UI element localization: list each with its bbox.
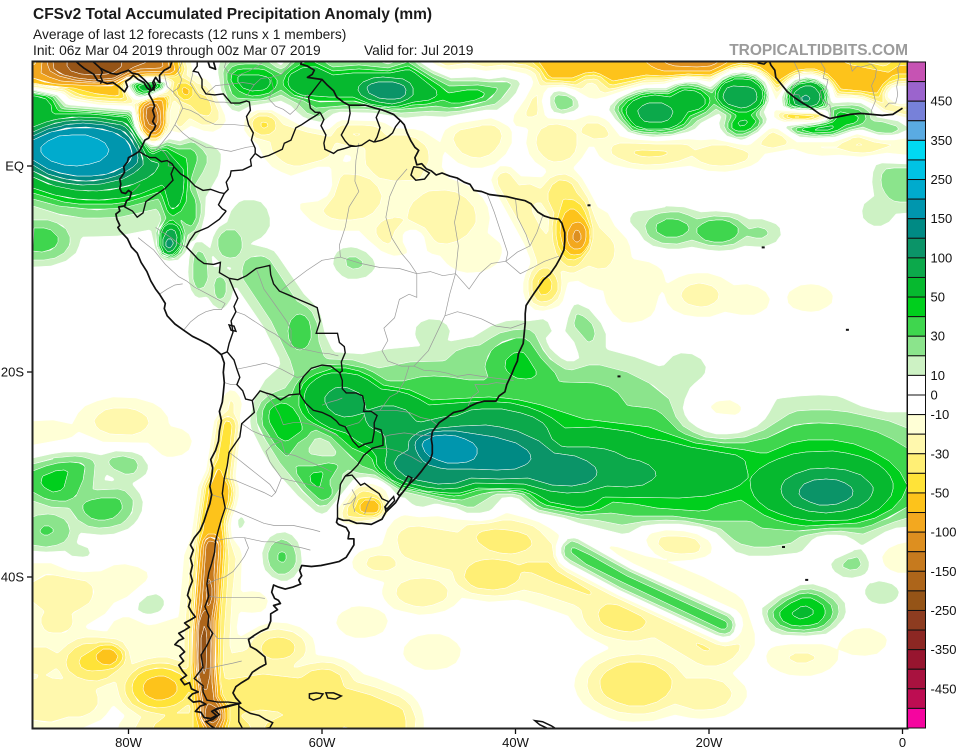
svg-text:30: 30 xyxy=(931,329,945,344)
svg-text:250: 250 xyxy=(931,172,953,187)
svg-text:450: 450 xyxy=(931,94,953,109)
svg-text:50: 50 xyxy=(931,290,945,305)
svg-text:60W: 60W xyxy=(309,735,336,750)
svg-text:-10: -10 xyxy=(931,407,950,422)
svg-text:-450: -450 xyxy=(931,681,957,696)
svg-text:-150: -150 xyxy=(931,564,957,579)
svg-text:-30: -30 xyxy=(931,446,950,461)
svg-text:100: 100 xyxy=(931,250,953,265)
svg-text:40W: 40W xyxy=(502,735,529,750)
svg-text:150: 150 xyxy=(931,211,953,226)
svg-text:80W: 80W xyxy=(115,735,142,750)
svg-text:-100: -100 xyxy=(931,525,957,540)
svg-text:-250: -250 xyxy=(931,603,957,618)
svg-text:20S: 20S xyxy=(1,365,24,380)
svg-text:0: 0 xyxy=(931,388,938,403)
svg-text:-50: -50 xyxy=(931,485,950,500)
svg-text:10: 10 xyxy=(931,368,945,383)
svg-text:350: 350 xyxy=(931,133,953,148)
svg-text:EQ: EQ xyxy=(5,159,24,174)
svg-text:20W: 20W xyxy=(696,735,723,750)
svg-text:0: 0 xyxy=(899,735,906,750)
svg-text:-350: -350 xyxy=(931,642,957,657)
svg-text:40S: 40S xyxy=(1,570,24,585)
